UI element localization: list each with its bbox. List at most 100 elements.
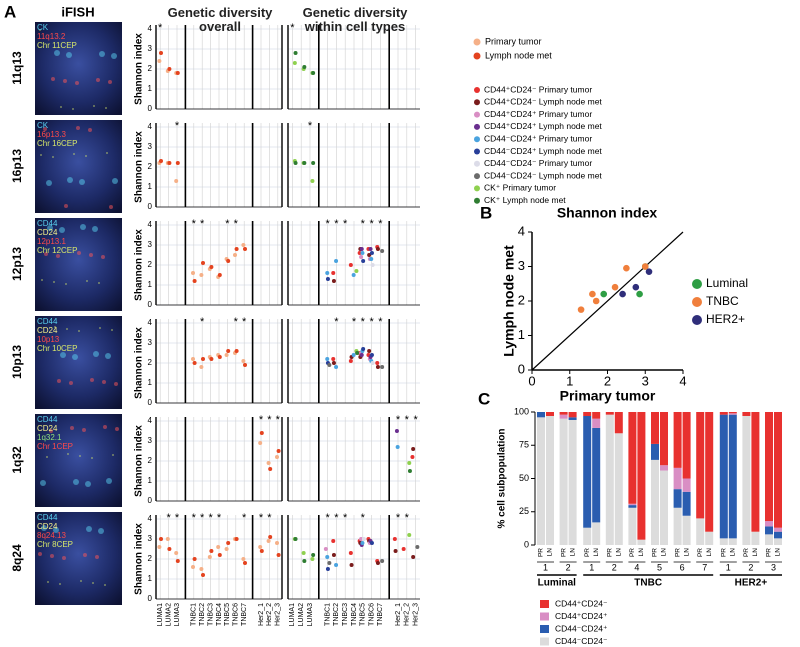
- tissue-speck: [59, 227, 65, 233]
- probe-label: CD24: [37, 522, 58, 531]
- tissue-speck: [93, 351, 99, 357]
- dot: [401, 547, 406, 551]
- dot: [334, 365, 339, 369]
- tissue-speck: [70, 426, 74, 430]
- tissue-speck: [56, 254, 60, 258]
- tissue-speck: [66, 328, 68, 330]
- probe-label: CD24: [37, 326, 58, 335]
- tissue-speck: [112, 454, 114, 456]
- y-tick-label: 0: [148, 594, 153, 603]
- dot: [380, 365, 385, 369]
- dot: [301, 551, 306, 555]
- x-tick-label: TNBC1: [324, 603, 331, 626]
- dot: [159, 537, 163, 541]
- x-tick-label: Her2_2: [404, 603, 411, 626]
- bar-label: PR: [697, 548, 704, 557]
- significance-mark: *: [361, 316, 366, 328]
- probe-label: Chr 11CEP: [37, 41, 77, 50]
- overall-title: Genetic diversity overall: [167, 5, 273, 34]
- tissue-speck: [92, 226, 98, 232]
- dot: [268, 535, 273, 539]
- bar-segment: [774, 538, 782, 545]
- dot: [331, 539, 336, 543]
- dot: [393, 549, 398, 553]
- bar-segment: [673, 467, 682, 490]
- dot: [159, 51, 163, 55]
- bar-segment: [605, 412, 614, 415]
- dot: [302, 161, 307, 165]
- dot: [234, 247, 239, 251]
- significance-mark: *: [192, 512, 197, 524]
- bar-segment: [742, 415, 751, 545]
- x-tick-label: TNBC4: [216, 603, 223, 626]
- tissue-speck: [60, 352, 66, 358]
- y-tick-label: 3: [148, 436, 153, 445]
- tissue-speck: [54, 326, 56, 328]
- bar-label: PR: [743, 548, 750, 557]
- y-tick-label: 3: [148, 240, 153, 249]
- dot: [311, 161, 316, 165]
- case-label: 1: [543, 562, 548, 572]
- dot: [226, 349, 231, 353]
- tissue-speck: [57, 379, 61, 383]
- tissue-speck: [73, 479, 79, 485]
- tissue-speck: [105, 107, 107, 109]
- dot: [361, 347, 366, 351]
- significance-mark: *: [200, 316, 205, 328]
- tissue-speck: [50, 554, 54, 558]
- x-tick-label: LUMA1: [157, 603, 164, 626]
- x-tick-label: TNBC6: [233, 603, 240, 626]
- x-tick-label: TNBC2: [199, 603, 206, 626]
- case-label: 2: [566, 562, 571, 572]
- bar-segment: [673, 412, 682, 468]
- bar-segment: [546, 412, 554, 416]
- probe-label: Chr 8CEP: [37, 540, 73, 549]
- dot: [370, 263, 375, 267]
- legend-dot: [692, 279, 702, 289]
- significance-mark: *: [396, 512, 401, 524]
- significance-mark: *: [267, 512, 272, 524]
- legend-dot: [474, 173, 480, 180]
- y-axis-label: Shannon index: [134, 425, 145, 497]
- tissue-speck: [91, 457, 93, 459]
- dot: [199, 365, 204, 369]
- significance-mark: *: [405, 512, 410, 524]
- tissue-speck: [104, 584, 106, 586]
- tissue-speck: [59, 583, 61, 585]
- y-tick-label: 0: [148, 104, 153, 113]
- dot: [348, 359, 353, 363]
- significance-mark: *: [158, 22, 163, 34]
- y-tick-label: 1: [148, 378, 153, 387]
- scatter-point: [600, 290, 608, 298]
- significance-mark: *: [166, 512, 171, 524]
- bar-label: LN: [569, 548, 576, 557]
- scatter-point: [623, 264, 630, 272]
- bar-segment: [537, 417, 545, 545]
- dot: [275, 455, 279, 459]
- legend-dot: [474, 123, 480, 130]
- x-tick-label: TNBC1: [191, 603, 198, 626]
- y-tick-label: 0: [524, 539, 529, 549]
- legend-label: TNBC: [706, 294, 739, 308]
- bar-segment: [583, 527, 592, 545]
- scatter-point: [641, 263, 649, 270]
- dot: [209, 357, 214, 361]
- bar-segment: [719, 412, 728, 415]
- x-tick-label: 0: [528, 373, 535, 388]
- x-tick-label: LUMA3: [174, 603, 181, 626]
- tissue-speck: [76, 126, 80, 130]
- dot: [411, 555, 416, 559]
- scatter-point: [636, 290, 643, 298]
- bar-segment: [628, 412, 637, 504]
- x-tick-label: TNBC3: [342, 603, 349, 626]
- dot: [334, 259, 339, 263]
- x-tick-label: TNBC7: [241, 603, 248, 626]
- y-tick-label: 4: [148, 24, 153, 33]
- dot: [310, 179, 315, 183]
- bar-segment: [592, 412, 601, 419]
- dot: [192, 279, 197, 283]
- x-tick-label: TNBC4: [351, 603, 358, 626]
- tissue-speck: [103, 425, 107, 429]
- y-tick-label: 4: [148, 514, 153, 523]
